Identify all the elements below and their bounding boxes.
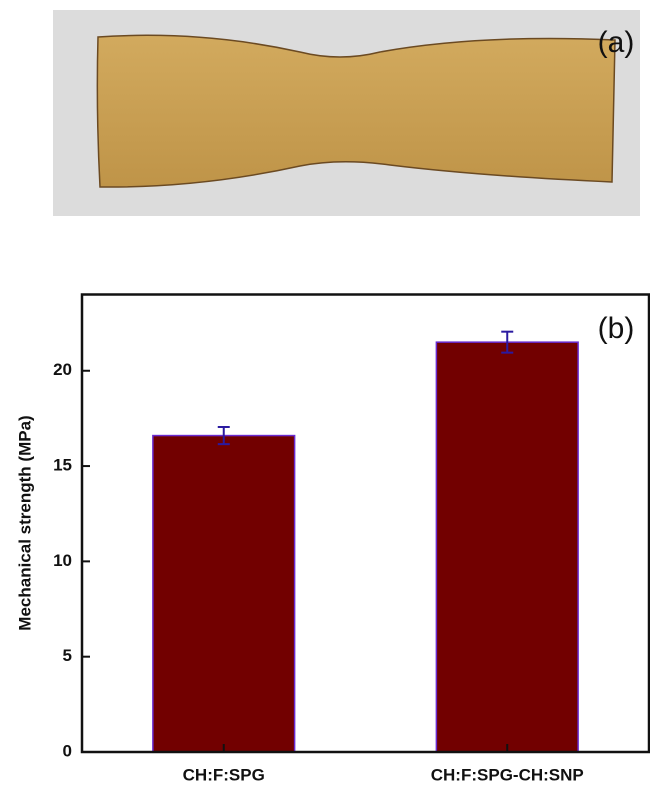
bar — [153, 436, 295, 752]
page: (a) (b) Mechanical strength (MPa) 0 5 10 15… — [0, 0, 650, 791]
y-tick-label: 15 — [53, 456, 72, 475]
y-axis-title: Mechanical strength (MPa) — [15, 415, 34, 630]
x-tick-label: CH:F:SPG — [183, 765, 265, 784]
x-tick-label: CH:F:SPG-CH:SNP — [431, 765, 584, 784]
figure: (a) (b) Mechanical strength (MPa) 0 5 10 15… — [0, 0, 650, 791]
panel-label: (b) — [598, 312, 635, 345]
y-tick-label: 10 — [53, 551, 72, 570]
y-tick-label: 0 — [63, 741, 72, 760]
photo-panel: (a) — [53, 10, 640, 216]
panel-label: (a) — [598, 26, 635, 59]
bar — [436, 342, 578, 752]
y-tick-label: 20 — [53, 360, 72, 379]
y-tick-label: 5 — [63, 646, 72, 665]
